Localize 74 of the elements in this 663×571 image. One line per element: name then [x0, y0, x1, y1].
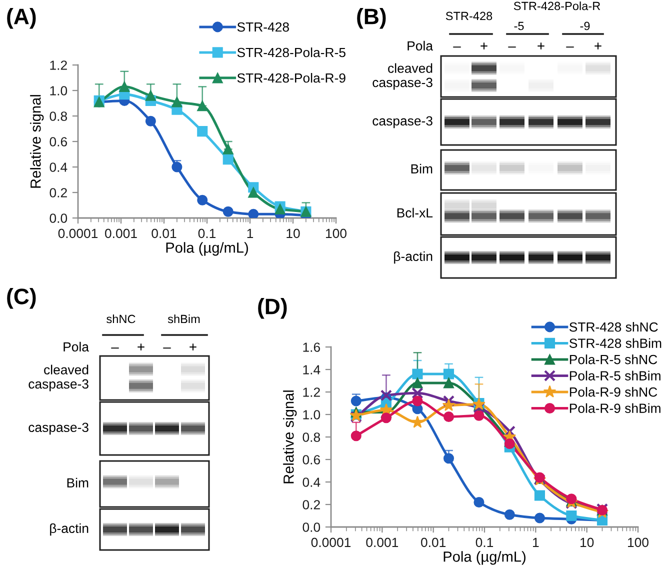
y-tick-label: 1.0 — [303, 410, 320, 420]
y-tick-label: 0.2 — [50, 188, 67, 198]
legend-label: STR-428 — [237, 22, 289, 32]
legend-label: STR-428-Pola-R-9 — [237, 72, 346, 83]
legend-label: Pola-R-5 shNC — [570, 354, 658, 364]
x-tick-label: 100 — [628, 538, 648, 548]
category-label: β-actin — [50, 523, 88, 536]
chart-title: (D) — [258, 298, 287, 319]
x-axis-title: Pola (µg/mL) — [166, 242, 248, 256]
y-tick-label: 0.6 — [50, 137, 68, 146]
category-label: + — [538, 42, 544, 50]
y-tick-label: 1.0 — [50, 86, 68, 96]
category-label: – — [111, 348, 119, 349]
category-label: Bcl-xL — [397, 208, 433, 218]
x-tick-label: 0.001 — [366, 538, 398, 548]
text: shBim — [168, 314, 200, 324]
x-axis-title: Pola (µg/mL) — [444, 551, 526, 565]
x-tick-label: 0.001 — [105, 228, 137, 238]
category-label: + — [594, 42, 602, 50]
text: Pola — [408, 40, 433, 51]
x-tick-label: 10 — [286, 228, 300, 238]
category-label: – — [163, 348, 171, 349]
text: Pola — [64, 342, 89, 352]
category-label: caspase-3 — [28, 422, 88, 435]
category-label: cleaved caspase-3 — [372, 63, 432, 90]
y-axis-title: Relative signal — [30, 95, 44, 188]
y-tick-label: 0.0 — [302, 522, 320, 532]
category-label: + — [480, 42, 488, 50]
text: STR-428-Pola-R — [514, 2, 600, 10]
x-tick-label: 1 — [533, 538, 539, 547]
x-tick-label: 0.01 — [152, 228, 176, 238]
text: (C) — [7, 288, 36, 309]
category-label: Bim — [67, 478, 88, 488]
x-tick-label: 10 — [580, 538, 594, 548]
category-label: – — [566, 46, 574, 48]
y-tick-label: 1.6 — [303, 342, 320, 352]
y-axis-title: Relative signal — [283, 390, 297, 484]
y-tick-label: 0.0 — [50, 214, 68, 223]
x-tick-label: 100 — [326, 228, 346, 238]
legend-label: Pola-R-5 shBim — [570, 370, 660, 380]
text: -9 — [580, 22, 590, 30]
text: (B) — [357, 8, 386, 29]
x-tick-label: 1 — [247, 228, 254, 238]
x-tick-label: 0.0001 — [311, 538, 351, 548]
category-label: Bim — [411, 164, 432, 174]
y-tick-label: 0.4 — [50, 162, 68, 172]
x-tick-label: 0.1 — [198, 228, 216, 238]
category-label: caspase-3 — [372, 116, 432, 128]
category-label: β-actin — [394, 251, 432, 264]
category-label: cleaved caspase-3 — [28, 364, 88, 392]
category-label: – — [453, 46, 461, 48]
text: shNC — [106, 314, 136, 324]
legend-label: Pola-R-9 shNC — [570, 387, 658, 397]
legend-label: STR-428-Pola-R-5 — [237, 47, 346, 58]
chart-title: (A) — [7, 8, 36, 29]
legend-label: STR-428 shNC — [569, 322, 658, 332]
category-label: + — [190, 344, 196, 350]
y-tick-label: 0.6 — [302, 455, 320, 464]
y-tick-label: 1.4 — [303, 365, 320, 374]
x-tick-label: 0.1 — [476, 538, 494, 548]
category-label: + — [138, 344, 144, 350]
category-label: – — [508, 46, 516, 48]
text: STR-428 — [446, 12, 492, 20]
y-tick-label: 1.2 — [303, 388, 320, 397]
y-tick-label: 0.4 — [302, 478, 320, 487]
x-tick-label: 0.01 — [421, 538, 446, 548]
y-tick-label: 1.2 — [50, 60, 67, 70]
legend-label: STR-428 shBim — [569, 338, 662, 348]
y-tick-label: 0.2 — [302, 500, 320, 510]
y-tick-label: 0.8 — [302, 432, 320, 442]
x-tick-label: 0.0001 — [58, 228, 98, 238]
y-tick-label: 0.8 — [50, 112, 68, 121]
text: -5 — [514, 22, 524, 30]
legend-label: Pola-R-9 shBim — [570, 403, 660, 413]
